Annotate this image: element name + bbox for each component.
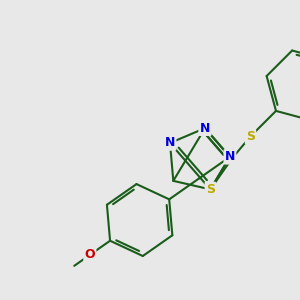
Text: N: N	[200, 122, 210, 135]
Text: N: N	[200, 122, 210, 135]
Text: O: O	[85, 248, 95, 261]
Text: S: S	[206, 183, 215, 196]
Text: N: N	[225, 150, 235, 163]
Text: S: S	[246, 130, 255, 143]
Text: N: N	[165, 136, 175, 149]
